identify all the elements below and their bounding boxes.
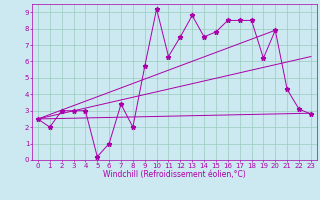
X-axis label: Windchill (Refroidissement éolien,°C): Windchill (Refroidissement éolien,°C) — [103, 170, 246, 179]
